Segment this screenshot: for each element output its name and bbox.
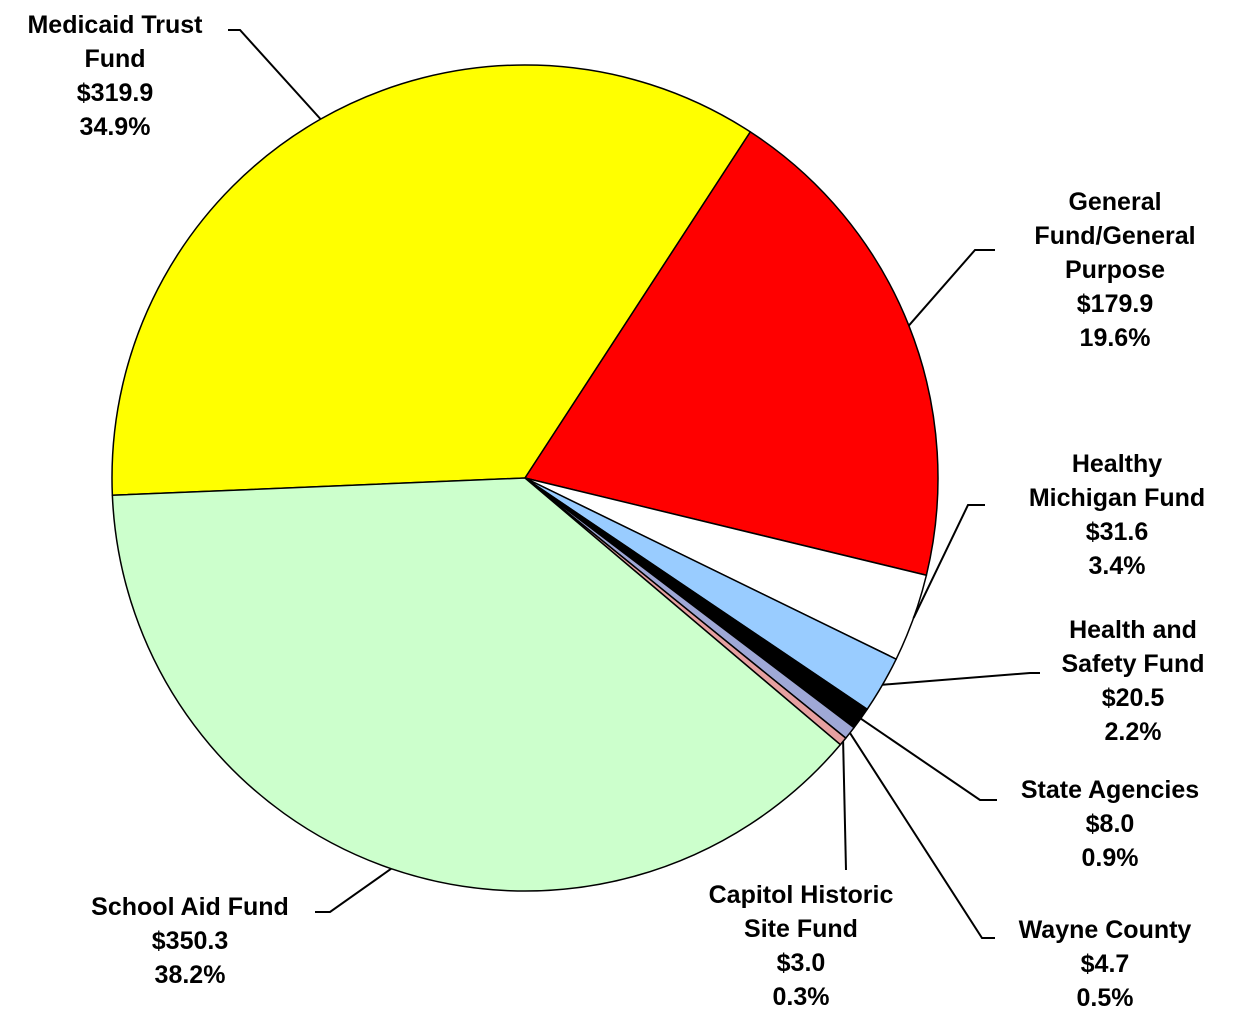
label-name: School Aid Fund — [91, 893, 289, 921]
label-name: State Agencies — [1020, 776, 1200, 804]
pie-slice — [524, 131, 939, 577]
label-percent: 0.3% — [772, 983, 830, 1011]
label-value: $3.0 — [776, 949, 826, 977]
label-value: $319.9 — [76, 79, 154, 107]
label-percent: 34.9% — [79, 113, 151, 141]
label-name: Capitol Historic Site Fund — [708, 881, 894, 943]
slice-label: Wayne County $4.7 0.5% — [975, 913, 1234, 1015]
leader-line — [228, 29, 322, 120]
label-value: $4.7 — [1080, 950, 1130, 978]
label-value: $350.3 — [151, 927, 229, 955]
slice-label: General Fund/General Purpose $179.9 19.6% — [1015, 185, 1215, 355]
label-value: $179.9 — [1076, 290, 1154, 318]
label-name: Wayne County — [1018, 916, 1192, 944]
slice-label: Medicaid Trust Fund $319.9 34.9% — [0, 8, 230, 144]
slice-label: Health and Safety Fund $20.5 2.2% — [1051, 613, 1216, 749]
leader-line — [882, 672, 1040, 686]
leader-line — [842, 741, 847, 871]
label-value: $8.0 — [1085, 810, 1135, 838]
pie-slice — [111, 477, 842, 892]
label-percent: 19.6% — [1079, 324, 1151, 352]
label-value: $20.5 — [1101, 684, 1165, 712]
leader-line — [908, 249, 995, 327]
leader-line — [860, 717, 997, 801]
label-value: $31.6 — [1085, 518, 1149, 546]
label-percent: 3.4% — [1088, 552, 1146, 580]
label-name: General Fund/General Purpose — [1034, 188, 1196, 284]
slice-label: Capitol Historic Site Fund $3.0 0.3% — [684, 878, 919, 1014]
label-percent: 0.9% — [1081, 844, 1139, 872]
label-percent: 0.5% — [1076, 984, 1134, 1012]
slice-label: Healthy Michigan Fund $31.6 3.4% — [1017, 447, 1217, 583]
label-name: Medicaid Trust Fund — [27, 11, 203, 73]
leader-line — [315, 867, 392, 913]
label-name: Healthy Michigan Fund — [1028, 450, 1206, 512]
slice-label: State Agencies $8.0 0.9% — [980, 773, 1234, 875]
leader-line — [912, 504, 985, 619]
leader-line — [849, 732, 995, 939]
label-percent: 38.2% — [154, 961, 226, 989]
slice-label: School Aid Fund $350.3 38.2% — [60, 890, 320, 992]
label-percent: 2.2% — [1104, 718, 1162, 746]
label-name: Health and Safety Fund — [1061, 616, 1205, 678]
